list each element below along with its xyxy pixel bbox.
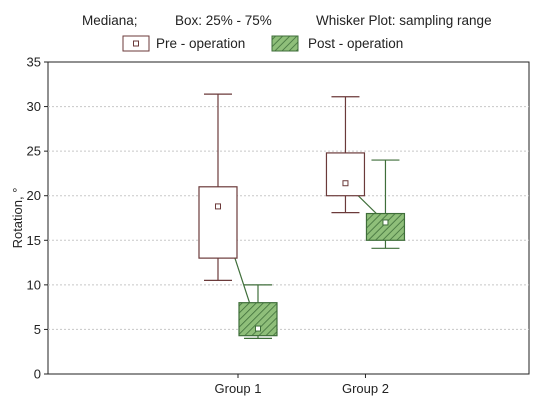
legend-median-label: Mediana;: [82, 13, 138, 28]
y-axis-title: Rotation, °: [10, 188, 25, 249]
box-post-1: [238, 284, 278, 339]
plot-area: [47, 61, 530, 375]
legend-whisker-label: Whisker Plot: sampling range: [316, 13, 492, 28]
legend-pre-label: Pre - operation: [156, 36, 245, 51]
box-pre-1: [198, 93, 238, 281]
y-tick-label: 20: [27, 188, 41, 203]
x-tick-label: Group 1: [215, 381, 262, 396]
y-tick-label: 25: [27, 144, 41, 159]
iqr-box: [198, 186, 238, 259]
legend-post-label: Post - operation: [308, 36, 403, 51]
median-marker: [254, 325, 261, 332]
median-marker: [382, 219, 389, 226]
legend-pre-marker: [133, 40, 139, 47]
gridlines: [48, 106, 529, 330]
y-tick-label: 10: [27, 277, 41, 292]
legend-box-label: Box: 25% - 75%: [175, 13, 272, 28]
legend-post-swatch: [271, 35, 299, 52]
x-tick-label: Group 2: [342, 381, 389, 396]
boxes: [198, 93, 406, 339]
median-marker: [342, 180, 349, 187]
y-tick-label: 15: [27, 233, 41, 248]
y-tick-label: 5: [34, 322, 41, 337]
box-post-2: [365, 159, 406, 249]
iqr-box: [325, 152, 366, 197]
x-axis-ticks: Group 1 Group 2: [215, 374, 389, 396]
y-axis-ticks: 0 5 10 15 20 25 30 35: [27, 55, 48, 382]
y-tick-label: 30: [27, 99, 41, 114]
box-pre-2: [325, 96, 366, 214]
median-marker: [214, 203, 221, 210]
y-tick-label: 0: [34, 367, 41, 382]
iqr-box: [365, 212, 406, 241]
y-tick-label: 35: [27, 55, 41, 70]
